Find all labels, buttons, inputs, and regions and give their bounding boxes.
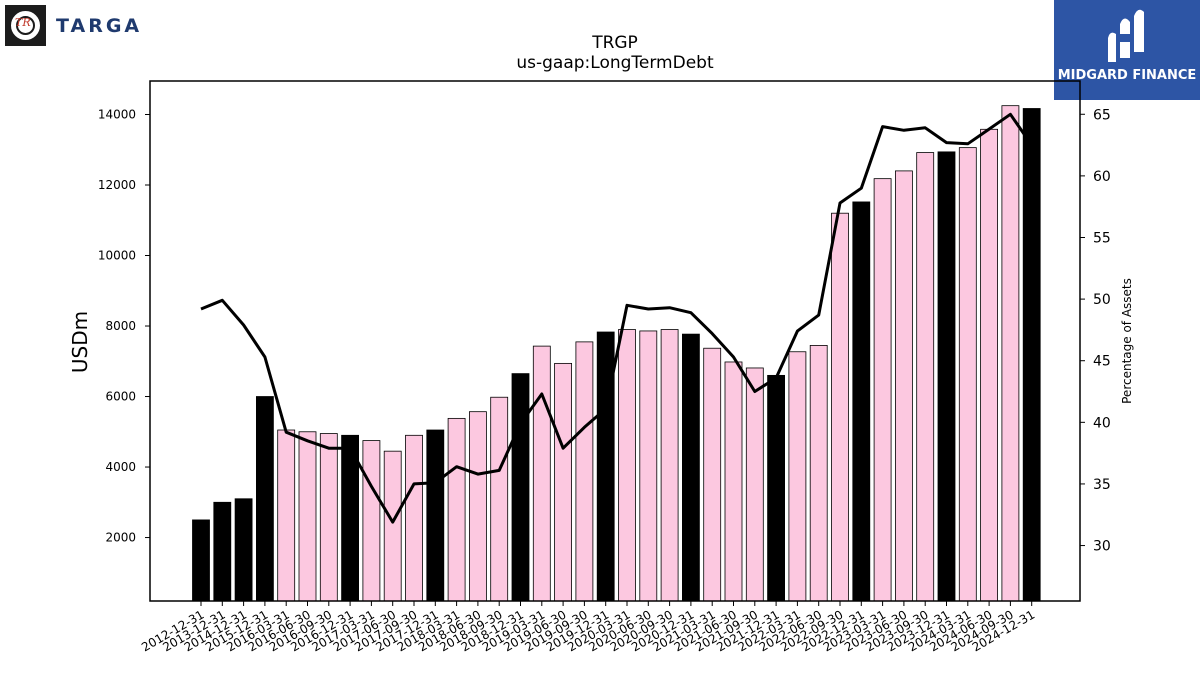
left-tick-label: 2000: [105, 531, 136, 545]
bar-2016-03-31: [277, 429, 296, 602]
targa-wordmark: TARGA: [56, 15, 143, 37]
bar-2021-03-31: [703, 347, 722, 602]
bar-2018-09-30: [490, 396, 509, 602]
left-tick-label: 6000: [105, 390, 136, 404]
bar-2017-06-30: [383, 450, 402, 602]
bar-2020-12-31: [682, 333, 700, 602]
bar-2012-12-31: [192, 519, 210, 602]
left-tick-label: 8000: [105, 319, 136, 333]
bar-2021-12-31: [767, 374, 785, 602]
bar-2016-09-30: [319, 433, 338, 602]
bar-2023-12-31: [937, 151, 956, 602]
bar-2016-06-30: [298, 431, 317, 602]
right-tick-label: 55: [1093, 230, 1111, 246]
bar-2022-09-30: [831, 212, 849, 602]
right-tick-label: 60: [1093, 169, 1111, 185]
right-tick-label: 65: [1093, 107, 1111, 123]
targa-logo: TR TARGA: [5, 5, 165, 47]
bar-2019-12-31: [596, 331, 615, 602]
bar-2018-12-31: [511, 373, 530, 602]
left-axis-label: USDm: [68, 311, 92, 373]
bar-2020-03-31: [618, 329, 636, 602]
bar-2023-06-30: [895, 170, 913, 602]
bar-2017-03-31: [362, 440, 381, 602]
bar-2022-03-31: [788, 351, 807, 602]
bar-2021-09-30: [745, 367, 764, 602]
chart-title: TRGP: [591, 33, 638, 53]
bar-2021-06-30: [724, 361, 743, 602]
right-tick-label: 30: [1093, 539, 1111, 555]
left-tick-label: 10000: [98, 249, 136, 263]
bar-2018-06-30: [468, 411, 487, 602]
midgard-m-icon: [1108, 9, 1144, 62]
bar-2017-12-31: [426, 429, 445, 602]
left-tick-label: 4000: [105, 460, 136, 474]
left-tick-label: 12000: [98, 178, 136, 192]
bar-2024-06-30: [980, 128, 998, 602]
bar-2022-06-30: [809, 345, 828, 602]
midgard-finance-logo: MIDGARD FINANCE: [1054, 0, 1200, 100]
targa-logo-mark: TR: [5, 5, 46, 46]
right-tick-label: 40: [1093, 415, 1111, 431]
bar-2024-09-30: [1001, 105, 1020, 602]
bar-2023-03-31: [873, 178, 892, 602]
right-axis-label: Percentage of Assets: [1120, 278, 1134, 404]
bar-series: [192, 105, 1041, 602]
bar-2013-12-31: [213, 501, 232, 602]
left-tick-label: 14000: [98, 107, 136, 121]
right-tick-label: 35: [1093, 477, 1111, 493]
bar-2024-12-31: [1022, 108, 1041, 602]
left-axis-ticks: 2000 4000 6000 8000 10000 12000 14000: [98, 107, 150, 545]
bar-2020-09-30: [660, 329, 679, 602]
bar-2022-12-31: [852, 201, 871, 602]
bar-2017-09-30: [405, 434, 423, 602]
midgard-finance-wordmark: MIDGARD FINANCE: [1057, 68, 1197, 83]
bar-2019-03-31: [532, 345, 551, 602]
bar-2019-09-30: [575, 341, 594, 602]
chart-subtitle: us-gaap:LongTermDebt: [516, 53, 714, 73]
bar-2019-06-30: [554, 362, 572, 602]
bar-2018-03-31: [447, 417, 466, 602]
bar-2015-12-31: [255, 396, 274, 602]
x-axis-ticks: 2012-12-312013-12-312014-12-312015-12-31…: [139, 601, 1037, 654]
bar-2024-03-31: [958, 147, 977, 602]
targa-mark-text: TR: [15, 16, 31, 29]
bar-2020-06-30: [639, 330, 658, 602]
right-axis-ticks: 30 35 40 45 50 55 60 65: [1080, 107, 1111, 555]
percentage-of-assets-line: [200, 112, 1033, 524]
bar-2023-09-30: [916, 152, 935, 602]
right-tick-label: 45: [1093, 354, 1111, 370]
targa-ring-icon: [11, 11, 40, 40]
bar-2014-12-31: [234, 498, 253, 602]
plot-frame: [149, 80, 1081, 602]
right-tick-label: 50: [1093, 292, 1111, 308]
